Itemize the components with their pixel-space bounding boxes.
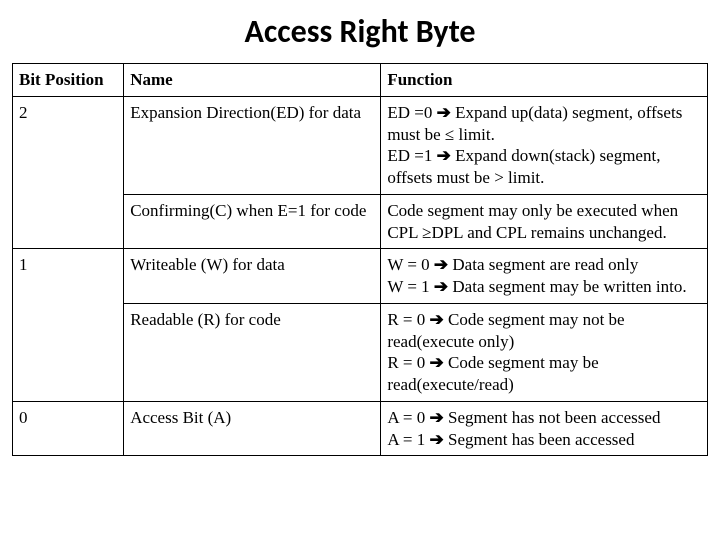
col-header-name: Name — [124, 64, 381, 97]
cell-name: Confirming(C) when E=1 for code — [124, 194, 381, 249]
cell-function: W = 0 ➔ Data segment are read onlyW = 1 … — [381, 249, 708, 304]
table-row: 2Expansion Direction(ED) for dataED =0 ➔… — [13, 96, 708, 194]
cell-name: Access Bit (A) — [124, 401, 381, 456]
cell-name: Expansion Direction(ED) for data — [124, 96, 381, 194]
page-title: Access Right Byte — [12, 12, 708, 51]
cell-bit: 2 — [13, 96, 124, 249]
cell-function: R = 0 ➔ Code segment may not be read(exe… — [381, 303, 708, 401]
col-header-bit: Bit Position — [13, 64, 124, 97]
cell-bit: 0 — [13, 401, 124, 456]
cell-function: ED =0 ➔ Expand up(data) segment, offsets… — [381, 96, 708, 194]
table-header-row: Bit Position Name Function — [13, 64, 708, 97]
table-row: 0Access Bit (A)A = 0 ➔ Segment has not b… — [13, 401, 708, 456]
cell-bit: 1 — [13, 249, 124, 402]
cell-function: A = 0 ➔ Segment has not been accessedA =… — [381, 401, 708, 456]
col-header-function: Function — [381, 64, 708, 97]
table-row: 1Writeable (W) for dataW = 0 ➔ Data segm… — [13, 249, 708, 304]
access-right-table: Bit Position Name Function 2Expansion Di… — [12, 63, 708, 456]
cell-name: Readable (R) for code — [124, 303, 381, 401]
cell-function: Code segment may only be executed when C… — [381, 194, 708, 249]
cell-name: Writeable (W) for data — [124, 249, 381, 304]
